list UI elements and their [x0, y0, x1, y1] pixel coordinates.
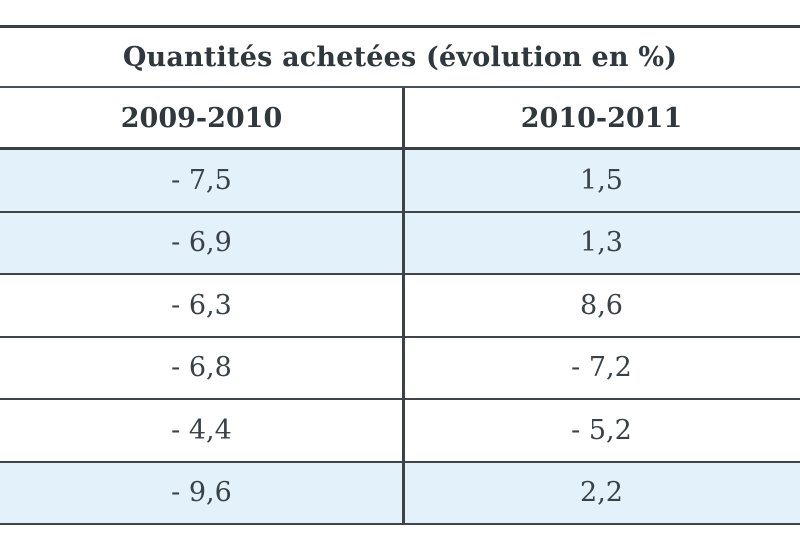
title-divider — [0, 86, 800, 88]
table-header-row: 2009-2010 2010-2011 — [0, 88, 800, 149]
cell-2010-2011: 8,6 — [403, 275, 800, 336]
column-divider — [402, 88, 405, 525]
cell-2009-2010: - 9,6 — [0, 462, 403, 523]
table-row: - 7,5 1,5 — [0, 150, 800, 213]
column-header-2010-2011: 2010-2011 — [520, 103, 683, 134]
table-row: - 9,6 2,2 — [0, 462, 800, 525]
table-row: - 6,8 - 7,2 — [0, 337, 800, 400]
cell-2009-2010: - 7,5 — [0, 150, 403, 211]
column-header-2009-2010: 2009-2010 — [120, 103, 283, 134]
cell-2010-2011: - 5,2 — [403, 400, 800, 461]
table-title: Quantités achetées (évolution en %) — [122, 41, 678, 73]
cell-2010-2011: 1,3 — [403, 212, 800, 273]
cell-2009-2010: - 6,9 — [0, 212, 403, 273]
cell-2010-2011: - 7,2 — [403, 337, 800, 398]
header-divider — [0, 147, 800, 150]
table-row: - 6,3 8,6 — [0, 275, 800, 338]
cell-2009-2010: - 6,8 — [0, 337, 403, 398]
table-body: - 7,5 1,5 - 6,9 1,3 - 6,3 8,6 - 6,8 - 7,… — [0, 150, 800, 525]
cell-2010-2011: 2,2 — [403, 462, 800, 523]
cell-2010-2011: 1,5 — [403, 150, 800, 211]
table-row: - 6,9 1,3 — [0, 212, 800, 275]
cell-2009-2010: - 4,4 — [0, 400, 403, 461]
table-top-rule — [0, 25, 800, 28]
table-row: - 4,4 - 5,2 — [0, 400, 800, 463]
cell-2009-2010: - 6,3 — [0, 275, 403, 336]
